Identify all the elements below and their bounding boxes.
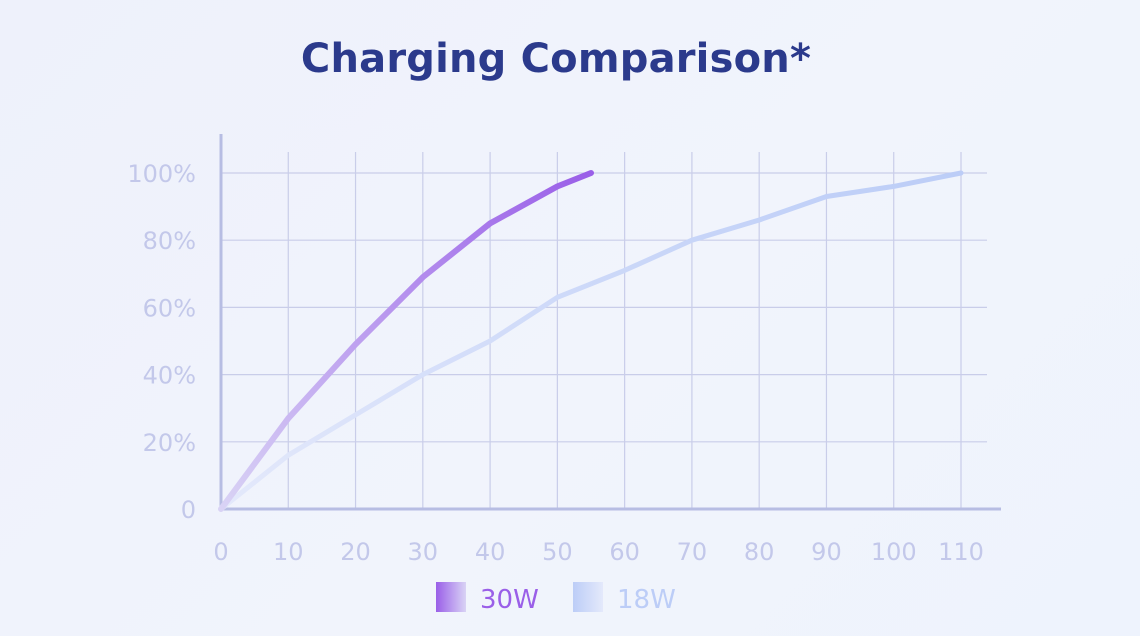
grid-lines bbox=[221, 152, 987, 509]
x-tick-label: 40 bbox=[475, 538, 506, 566]
x-tick-label: 80 bbox=[744, 538, 775, 566]
tick-labels: 0 10 20 30 40 50 60 70 80 90 100 110 0 20% 40% 60% 80% 10… bbox=[127, 160, 984, 566]
legend-label: 30W bbox=[480, 585, 539, 615]
series-line-30w bbox=[218, 170, 594, 512]
x-tick-label: 50 bbox=[542, 538, 573, 566]
x-tick-label: 100 bbox=[871, 538, 917, 566]
series-lines bbox=[218, 170, 964, 512]
y-tick-label: 0 bbox=[181, 496, 196, 524]
y-tick-label: 20% bbox=[143, 429, 196, 457]
x-tick-label: 0 bbox=[213, 538, 228, 566]
legend-swatch bbox=[573, 582, 603, 612]
x-tick-label: 10 bbox=[273, 538, 304, 566]
y-tick-label: 60% bbox=[143, 294, 196, 322]
y-tick-label: 80% bbox=[143, 227, 196, 255]
chart-title: Charging Comparison* bbox=[300, 36, 812, 82]
x-tick-label: 60 bbox=[609, 538, 640, 566]
series-line-18w bbox=[218, 170, 964, 512]
x-tick-label: 20 bbox=[340, 538, 371, 566]
y-tick-label: 40% bbox=[143, 362, 196, 390]
legend: 30W 18W bbox=[436, 582, 676, 615]
legend-item-30w: 30W bbox=[436, 582, 539, 615]
legend-item-18w: 18W bbox=[573, 582, 676, 615]
legend-label: 18W bbox=[617, 585, 676, 615]
x-tick-label: 70 bbox=[677, 538, 708, 566]
x-tick-label: 110 bbox=[938, 538, 984, 566]
x-tick-label: 30 bbox=[408, 538, 439, 566]
axes bbox=[219, 134, 1001, 511]
legend-swatch bbox=[436, 582, 466, 612]
x-tick-label: 90 bbox=[811, 538, 842, 566]
y-tick-label: 100% bbox=[127, 160, 196, 188]
